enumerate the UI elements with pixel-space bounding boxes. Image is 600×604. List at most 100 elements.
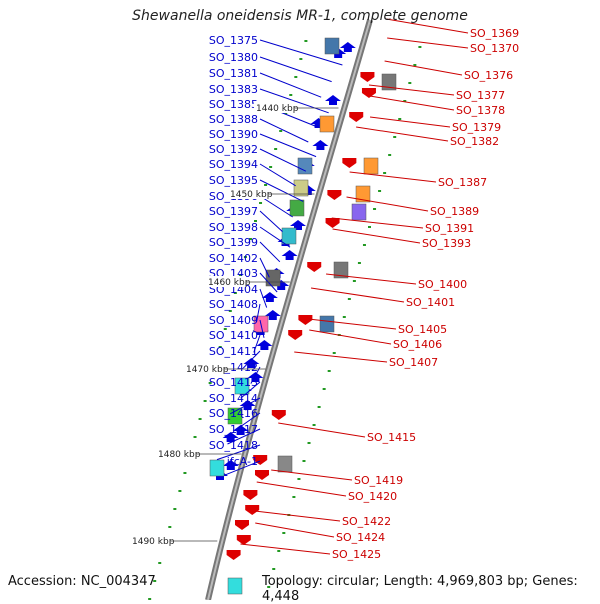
label-connector [259,226,291,248]
gene-label-reverse[interactable]: SO_1389 [430,205,479,218]
gene-label-forward[interactable]: SO_1411 [209,345,258,358]
gene-label-forward[interactable]: SO_1416 [209,407,258,420]
label-connector [259,257,270,278]
ring-tick [269,166,273,168]
gene-label-reverse[interactable]: SO_1369 [470,27,519,40]
gene-label-forward[interactable]: SO_1388 [209,113,258,126]
gene-label-reverse[interactable]: SO_1377 [456,89,505,102]
gene-label-forward[interactable]: SO_1395 [209,174,258,187]
label-connector [256,481,347,497]
gene-label-reverse[interactable]: SO_1393 [422,237,471,250]
label-connector [259,88,329,114]
gene-label-forward[interactable]: SO_1417 [209,423,258,436]
gene-label-reverse[interactable]: SO_1387 [438,176,487,189]
label-connector [356,126,449,142]
gene-label-forward[interactable]: SO_1381 [209,67,258,80]
forward-gene-arrow [339,42,356,52]
gene-label-forward[interactable]: SO_1409 [209,314,258,327]
label-connector [259,72,322,98]
ring-tick [294,76,298,78]
gene-label-reverse[interactable]: SO_1406 [393,338,442,351]
ring-tick [277,550,281,552]
gene-label-forward[interactable]: ifcA-1 [227,455,258,468]
gene-domain-block [289,199,305,217]
gene-label-forward[interactable]: SO_1414 [209,392,258,405]
gene-label-forward[interactable]: SO_1385 [209,98,258,111]
label-connector [259,56,332,83]
gene-label-forward[interactable]: SO_1392 [209,143,258,156]
gene-label-forward[interactable]: SO_1418 [209,439,258,452]
ring-tick [393,136,397,138]
reverse-gene-arrow [342,158,357,168]
gene-label-forward[interactable]: SO_1394 [209,158,258,171]
feature-layer [209,37,397,595]
gene-label-reverse[interactable]: SO_1382 [450,135,499,148]
ring-tick [383,172,387,174]
label-connector [254,510,341,522]
ring-tick [254,220,257,222]
gene-label-forward[interactable]: SO_1383 [209,83,258,96]
gene-domain-block [227,577,243,595]
ring-tick [208,382,212,384]
ring-tick [312,424,316,426]
gene-label-forward[interactable]: SO_1408 [209,298,258,311]
kbp-label: 1480 kbp [158,450,201,460]
gene-label-reverse[interactable]: SO_1379 [452,121,501,134]
gene-label-forward[interactable]: SO_1397 [209,205,258,218]
ring-tick [158,562,162,564]
gene-label-forward[interactable]: SO_1413 [209,376,258,389]
label-connector [384,60,463,76]
gene-label-forward[interactable]: SO_1375 [209,34,258,47]
gene-label-forward[interactable]: SO_1390 [209,128,258,141]
ring-tick [408,82,412,84]
reverse-gene-arrow [235,520,249,530]
label-connector [346,196,429,212]
gene-domain-block [324,37,340,55]
label-connector [259,210,283,232]
gene-label-forward[interactable]: SO_1398 [209,221,258,234]
gene-label-reverse[interactable]: SO_1407 [389,356,438,369]
gene-label-reverse[interactable]: SO_1419 [354,474,403,487]
label-connector [224,460,261,476]
kbp-label-bg [156,448,196,459]
gene-label-forward[interactable]: SO_1380 [209,51,258,64]
gene-label-reverse[interactable]: SO_1376 [464,69,513,82]
gene-domain-block [319,315,335,333]
ring-tick [299,58,303,60]
gene-label-reverse[interactable]: SO_1425 [332,548,381,561]
ring-tick [203,400,207,402]
gene-label-reverse[interactable]: SO_1415 [367,431,416,444]
gene-label-reverse[interactable]: SO_1422 [342,515,391,528]
label-connector [369,116,451,128]
label-connector [255,303,261,323]
kbp-label-bg [206,276,246,287]
ring-tick [173,508,177,510]
ring-tick [378,190,382,192]
gene-domain-block [277,455,293,473]
gene-label-reverse[interactable]: SO_1424 [336,531,385,544]
gene-domain-block [281,227,297,245]
label-connector [349,171,437,183]
gene-label-reverse[interactable]: SO_1378 [456,104,505,117]
ring-tick [233,292,237,294]
gene-label-reverse[interactable]: SO_1405 [398,323,447,336]
ring-tick [307,442,311,444]
forward-gene-arrow [243,358,260,368]
gene-label-reverse[interactable]: SO_1391 [425,222,474,235]
ring-tick [282,532,286,534]
gene-domain-block [381,73,397,91]
reverse-gene-arrow [360,72,375,82]
gene-label-reverse[interactable]: SO_1400 [418,278,467,291]
label-connector [278,422,366,438]
forward-gene-arrow [232,425,249,435]
kbp-labels: 1440 kbp 1450 kbp 1460 kbp 1470 kbp 1480 kbp… [130,102,339,547]
reverse-gene-arrow [243,490,258,500]
gene-label-reverse[interactable]: SO_1420 [348,490,397,503]
forward-gene-arrow [222,460,239,470]
gene-label-forward[interactable]: SO_1399 [209,236,258,249]
gene-label-forward[interactable]: SO_1410 [209,329,258,342]
ring-tick [259,202,263,204]
gene-label-forward[interactable]: SO_1402 [209,252,258,265]
gene-label-reverse[interactable]: SO_1370 [470,42,519,55]
gene-label-reverse[interactable]: SO_1401 [406,296,455,309]
